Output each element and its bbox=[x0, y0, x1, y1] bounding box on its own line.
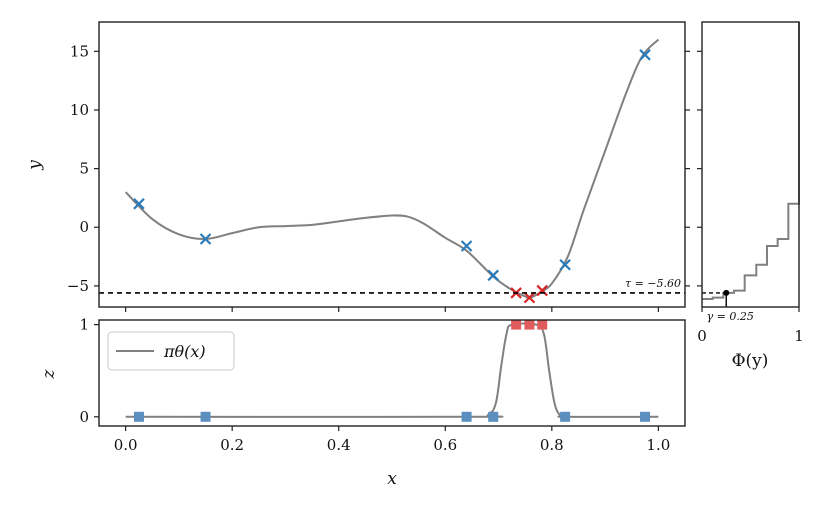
bottom-xtick-label: 0.2 bbox=[220, 436, 244, 454]
main-point-good bbox=[523, 291, 536, 304]
bottom-point-bad bbox=[133, 411, 144, 422]
main-ytick-label: 5 bbox=[79, 160, 89, 178]
main-point-good bbox=[536, 284, 549, 297]
bottom-point-good bbox=[511, 319, 522, 330]
gamma-label: γ = 0.25 bbox=[707, 310, 754, 323]
threshold-label: τ = −5.60 bbox=[625, 277, 681, 290]
bottom-ytick-label: 0 bbox=[79, 408, 89, 426]
main-point-bad bbox=[559, 258, 571, 271]
bottom-point-bad bbox=[200, 411, 211, 422]
main-point-bad bbox=[639, 49, 651, 61]
main-panel: τ = −5.60 −5 0 5 10 15 y bbox=[25, 21, 690, 312]
bottom-xtick-label: 0.8 bbox=[540, 436, 564, 454]
main-point-bad bbox=[487, 269, 499, 282]
bottom-xlabel: x bbox=[387, 469, 397, 489]
bottom-point-good bbox=[537, 319, 548, 330]
main-ytick-label: 15 bbox=[70, 42, 89, 60]
cdf-step bbox=[702, 22, 800, 300]
main-ytick-label: −5 bbox=[67, 277, 89, 295]
legend-box bbox=[107, 331, 235, 371]
bottom-point-bad bbox=[488, 411, 499, 422]
bottom-point-good bbox=[524, 319, 535, 330]
bottom-xtick-label: 0.6 bbox=[433, 436, 457, 454]
side-frame bbox=[701, 21, 800, 308]
side-xtick-label: 1 bbox=[794, 327, 804, 345]
side-xtick-label: 0 bbox=[697, 327, 707, 345]
legend: πθ(x) bbox=[107, 331, 235, 371]
main-point-bad bbox=[460, 240, 473, 252]
bottom-ytick-label: 1 bbox=[79, 316, 89, 334]
bottom-frame bbox=[98, 319, 686, 427]
main-ylabel: y bbox=[25, 160, 45, 171]
main-point-bad bbox=[133, 198, 145, 210]
bottom-xtick-label: 0.0 bbox=[114, 436, 138, 454]
bottom-panel: 0 1 0.0 0.2 0.4 0.6 0.8 1.0 z x πθ(x) bbox=[39, 316, 686, 489]
main-ytick-label: 10 bbox=[70, 101, 89, 119]
bottom-point-bad bbox=[461, 411, 472, 422]
side-panel: 0 1 Φ(y) γ = 0.25 bbox=[697, 21, 804, 371]
gamma-point bbox=[723, 289, 730, 296]
main-ytick-label: 0 bbox=[79, 218, 89, 236]
main-point-bad bbox=[199, 233, 212, 245]
bottom-point-bad bbox=[560, 411, 571, 422]
legend-label: πθ(x) bbox=[163, 342, 206, 361]
bottom-ylabel: z bbox=[39, 368, 59, 379]
bottom-xtick-label: 1.0 bbox=[646, 436, 670, 454]
bottom-point-bad bbox=[640, 411, 651, 422]
main-curve bbox=[124, 38, 660, 300]
bottom-xtick-label: 0.4 bbox=[327, 436, 351, 454]
main-frame bbox=[98, 21, 686, 308]
side-xlabel: Φ(y) bbox=[732, 351, 769, 371]
